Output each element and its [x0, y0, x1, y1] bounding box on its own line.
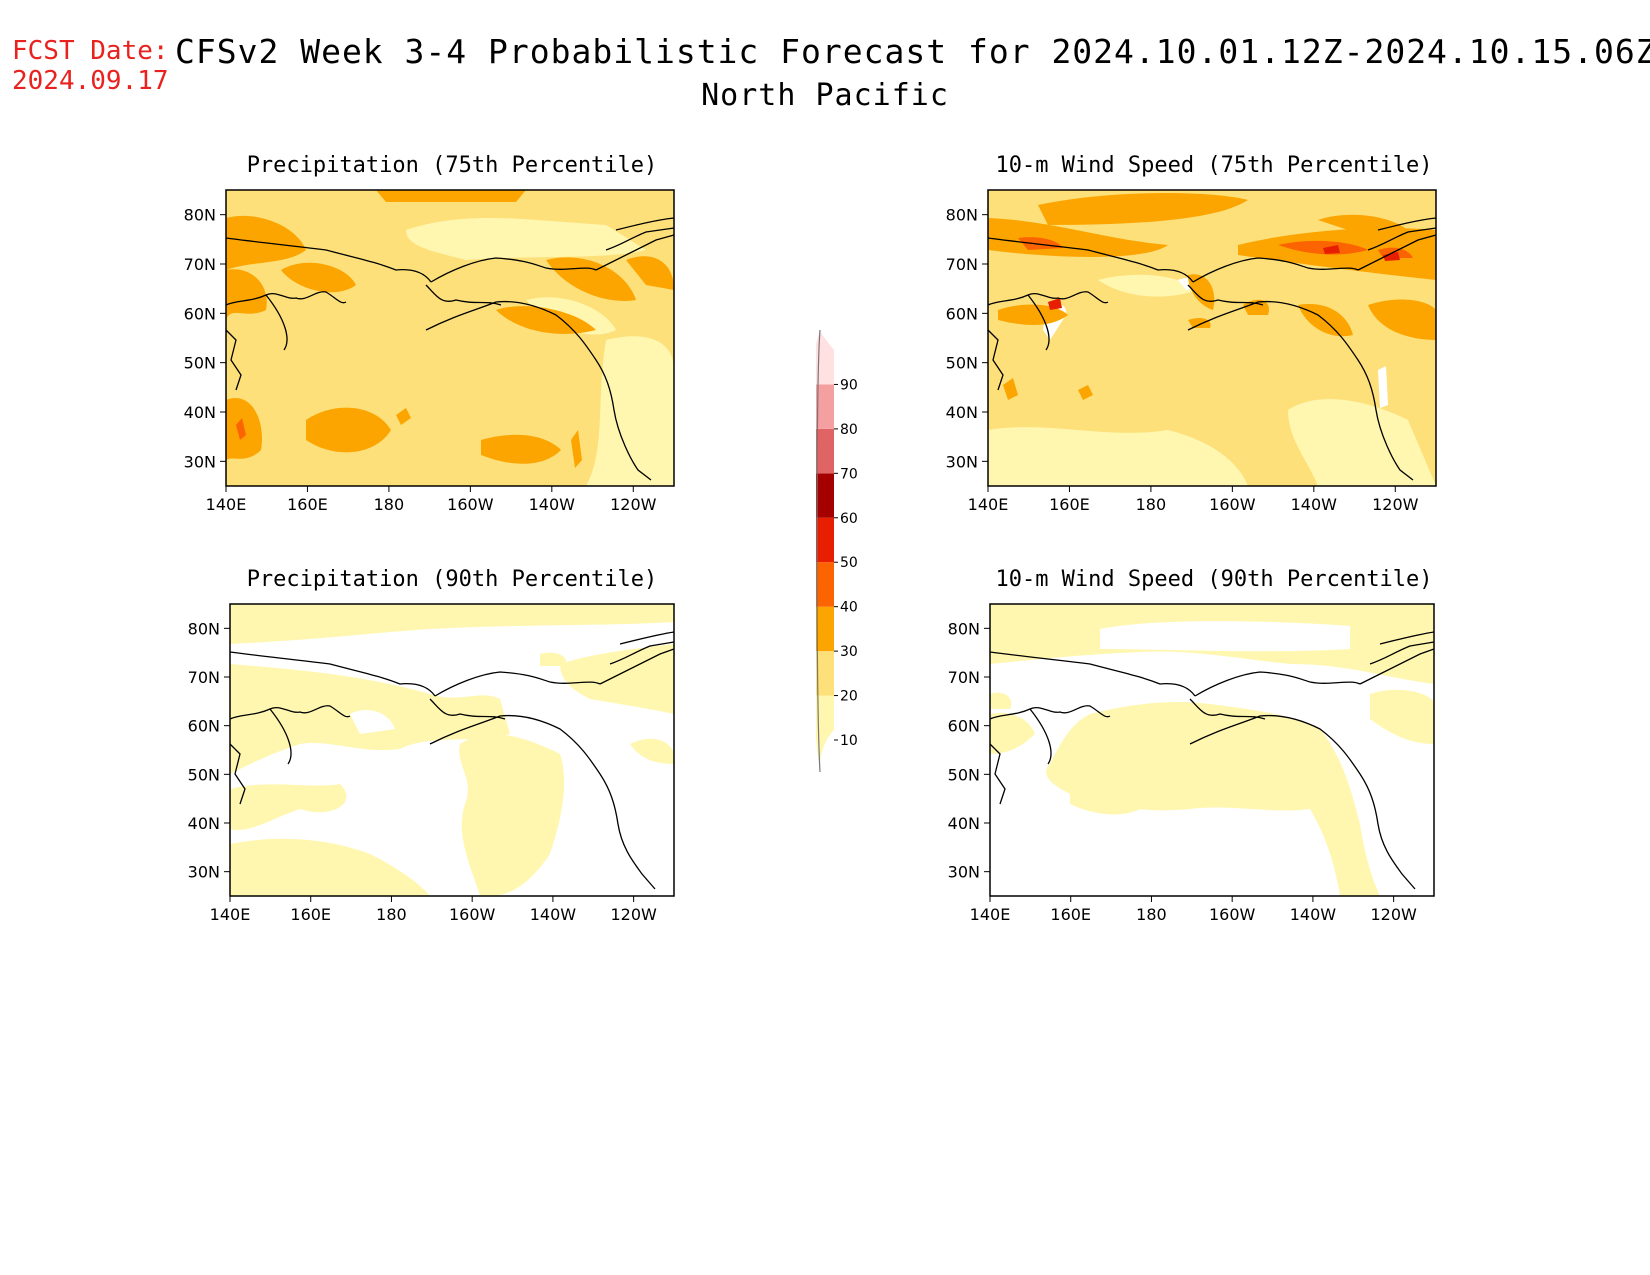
colorbar-segment [816, 330, 834, 385]
lat-tick-label: 50N [948, 765, 980, 784]
lat-tick-label: 30N [946, 452, 978, 471]
lat-tick-label: 80N [184, 206, 216, 225]
lat-tick-label: 50N [188, 765, 220, 784]
colorbar-label: 10 [840, 733, 858, 749]
lat-tick-label: 80N [946, 206, 978, 225]
page-title: CFSv2 Week 3-4 Probabilistic Forecast fo… [175, 32, 1650, 71]
lon-tick-label: 140E [206, 495, 247, 514]
lon-tick-label: 160E [1050, 905, 1091, 924]
lon-tick-label: 180 [374, 495, 405, 514]
lat-tick-label: 30N [188, 863, 220, 882]
lon-tick-label: 140W [530, 905, 577, 924]
panel-title-wind-90: 10-m Wind Speed (90th Percentile) [995, 567, 1432, 592]
colorbar-label: 60 [840, 511, 858, 527]
lat-tick-label: 40N [946, 403, 978, 422]
colorbar-segment [816, 651, 834, 696]
lon-tick-label: 140W [529, 495, 576, 514]
map-panel-wind-75 [987, 189, 1437, 487]
axis-ticks: 80N 70N 60N 50N 40N 30N 140E 160E 180 160W 140W 120… [184, 206, 1419, 924]
lon-tick-label: 140E [968, 495, 1009, 514]
map-panel-precip-75 [225, 189, 675, 487]
lon-tick-label: 140E [970, 905, 1011, 924]
lat-tick-label: 70N [184, 255, 216, 274]
lat-tick-label: 40N [188, 814, 220, 833]
map-panel-precip-90 [229, 603, 675, 897]
lon-tick-label: 160E [287, 495, 328, 514]
colorbar-label: 80 [840, 422, 858, 438]
lon-tick-label: 160E [1049, 495, 1090, 514]
panel-title-wind-75: 10-m Wind Speed (75th Percentile) [995, 153, 1432, 178]
lat-tick-label: 80N [188, 619, 220, 638]
lat-tick-label: 80N [948, 619, 980, 638]
colorbar-segment [816, 562, 834, 607]
colorbar-label: 20 [840, 689, 858, 705]
lon-tick-label: 140W [1291, 495, 1338, 514]
page-subtitle: North Pacific [701, 78, 949, 113]
lon-tick-label: 160W [447, 495, 494, 514]
panel-title-precip-90: Precipitation (90th Percentile) [247, 567, 658, 592]
forecast-date-label: FCST Date: [12, 36, 169, 66]
lon-tick-label: 140W [1290, 905, 1337, 924]
lat-tick-label: 60N [188, 717, 220, 736]
lon-tick-label: 180 [1136, 495, 1167, 514]
colorbar-label: 50 [840, 555, 858, 571]
lon-tick-label: 160W [1209, 905, 1256, 924]
lon-tick-label: 120W [610, 905, 657, 924]
lat-tick-label: 50N [946, 354, 978, 373]
lat-tick-label: 60N [184, 304, 216, 323]
forecast-date-value: 2024.09.17 [12, 66, 169, 96]
colorbar-segment [816, 384, 834, 429]
lat-tick-label: 70N [946, 255, 978, 274]
colorbar-label: 40 [840, 600, 858, 616]
colorbar: 10 20 30 40 50 60 70 80 90 [816, 329, 858, 773]
colorbar-segment [816, 606, 834, 652]
colorbar-outline [816, 329, 821, 773]
lon-tick-label: 160E [290, 905, 331, 924]
colorbar-label: 70 [840, 466, 858, 482]
lat-tick-label: 70N [188, 668, 220, 687]
lat-tick-label: 60N [948, 717, 980, 736]
lat-tick-label: 40N [184, 403, 216, 422]
lon-tick-label: 140E [210, 905, 251, 924]
colorbar-segment [816, 428, 834, 474]
map-panel-wind-90 [989, 603, 1435, 897]
colorbar-label: 30 [840, 644, 858, 660]
colorbar-segment [816, 695, 834, 772]
lon-tick-label: 160W [449, 905, 496, 924]
lon-tick-label: 180 [1136, 905, 1167, 924]
panel-title-precip-75: Precipitation (75th Percentile) [247, 153, 658, 178]
colorbar-label: 90 [840, 377, 858, 393]
colorbar-segment [816, 517, 834, 563]
forecast-date-block: FCST Date: 2024.09.17 [12, 36, 169, 96]
lon-tick-label: 180 [376, 905, 407, 924]
lon-tick-label: 160W [1209, 495, 1256, 514]
lat-tick-label: 50N [184, 354, 216, 373]
lat-tick-label: 30N [948, 863, 980, 882]
lat-tick-label: 30N [184, 452, 216, 471]
lat-tick-label: 60N [946, 304, 978, 323]
colorbar-segment [816, 473, 834, 518]
lon-tick-label: 120W [610, 495, 657, 514]
lon-tick-label: 120W [1370, 905, 1417, 924]
lat-tick-label: 70N [948, 668, 980, 687]
lon-tick-label: 120W [1372, 495, 1419, 514]
lat-tick-label: 40N [948, 814, 980, 833]
